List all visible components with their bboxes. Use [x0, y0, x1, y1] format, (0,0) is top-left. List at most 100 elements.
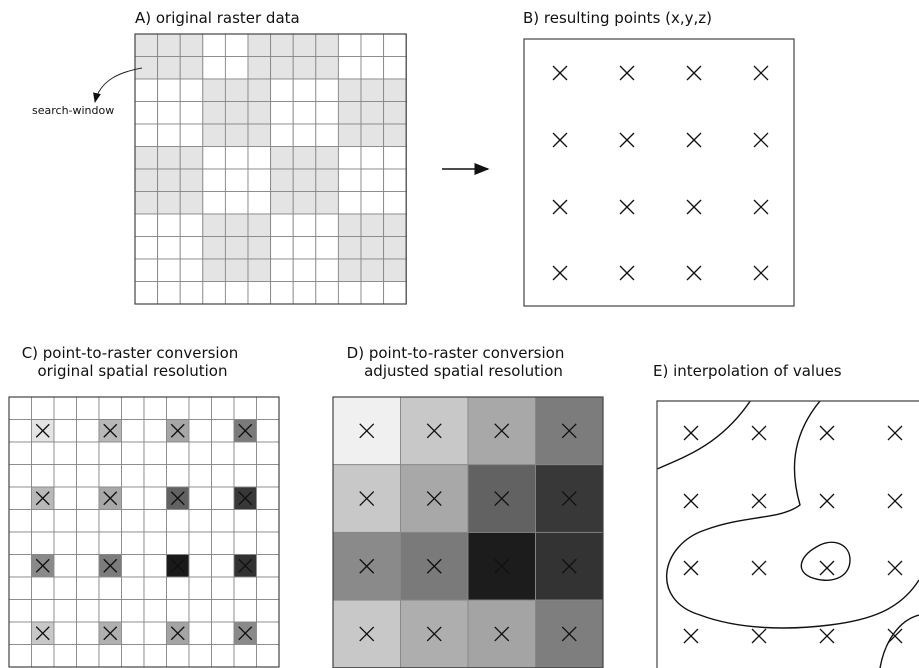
- raster-cell: [270, 258, 294, 282]
- panel-e-interpolation: [656, 400, 919, 668]
- search-window-pointer: [93, 67, 143, 103]
- raster-cell: [360, 146, 385, 170]
- raster-cell: [143, 621, 167, 645]
- raster-cell: [224, 213, 249, 237]
- raster-cell: [53, 576, 77, 600]
- raster-cell: [157, 78, 181, 102]
- raster-cell: [121, 419, 145, 443]
- raster-cell: [134, 123, 159, 147]
- raster-cell: [76, 599, 100, 623]
- raster-cell: [166, 464, 190, 488]
- raster-cell: [247, 191, 272, 215]
- raster-cell: [53, 464, 77, 488]
- raster-cell: [211, 396, 235, 420]
- point-marker: [494, 626, 510, 642]
- raster-cell: [202, 56, 226, 80]
- raster-cell: [179, 56, 204, 80]
- raster-cell: [315, 191, 339, 215]
- raster-cell: [134, 168, 159, 192]
- raster-cell: [270, 56, 294, 80]
- raster-cell: [247, 56, 272, 80]
- raster-cell: [360, 168, 385, 192]
- raster-cell: [224, 78, 249, 102]
- raster-cell: [53, 644, 77, 668]
- point-marker: [887, 493, 903, 509]
- point-marker: [887, 425, 903, 441]
- point-marker: [238, 626, 253, 641]
- raster-cell: [8, 576, 32, 600]
- point-marker: [819, 425, 835, 441]
- point-marker: [819, 493, 835, 509]
- point-marker: [494, 423, 510, 439]
- raster-cell: [224, 123, 249, 147]
- raster-cell: [360, 213, 385, 237]
- raster-cell: [53, 396, 77, 420]
- point-marker: [359, 423, 375, 439]
- raster-cell: [224, 258, 249, 282]
- raster-cell: [337, 281, 362, 305]
- raster-cell: [31, 531, 55, 555]
- raster-cell: [53, 486, 77, 510]
- raster-cell: [157, 33, 181, 57]
- point-marker: [561, 558, 577, 574]
- raster-cell: [121, 396, 145, 420]
- raster-cell: [53, 441, 77, 465]
- raster-cell: [256, 509, 280, 533]
- raster-cell: [202, 191, 226, 215]
- raster-cell: [143, 419, 167, 443]
- raster-cell: [383, 258, 407, 282]
- raster-cell: [121, 599, 145, 623]
- raster-cell: [98, 576, 122, 600]
- raster-cell: [337, 213, 362, 237]
- raster-cell: [143, 509, 167, 533]
- point-marker: [619, 199, 635, 215]
- raster-cell: [157, 281, 181, 305]
- raster-cell: [315, 213, 339, 237]
- raster-cell: [98, 531, 122, 555]
- raster-cell: [360, 258, 385, 282]
- raster-cell: [247, 281, 272, 305]
- raster-cell: [256, 464, 280, 488]
- raster-cell: [202, 146, 226, 170]
- raster-cell: [211, 531, 235, 555]
- raster-cell: [143, 464, 167, 488]
- raster-cell: [292, 191, 317, 215]
- panel-d-title-line2: adjusted spatial resolution: [364, 362, 563, 380]
- point-marker: [683, 425, 699, 441]
- raster-cell: [53, 554, 77, 578]
- raster-cell: [98, 396, 122, 420]
- raster-cell: [202, 168, 226, 192]
- raster-cell: [247, 123, 272, 147]
- point-marker: [819, 560, 835, 576]
- raster-cell: [76, 621, 100, 645]
- raster-cell: [211, 509, 235, 533]
- raster-cell: [383, 123, 407, 147]
- raster-cell: [76, 419, 100, 443]
- point-marker: [683, 560, 699, 576]
- raster-cell: [233, 509, 257, 533]
- raster-cell: [8, 419, 32, 443]
- raster-cell: [337, 146, 362, 170]
- raster-cell: [179, 146, 204, 170]
- raster-cell: [188, 644, 212, 668]
- raster-cell: [8, 531, 32, 555]
- raster-cell: [292, 146, 317, 170]
- raster-cell: [360, 123, 385, 147]
- grid-border: [8, 396, 280, 668]
- raster-cell: [143, 531, 167, 555]
- point-marker: [238, 491, 253, 506]
- point-marker: [819, 628, 835, 644]
- raster-cell: [121, 554, 145, 578]
- raster-cell: [157, 258, 181, 282]
- raster-cell: [256, 554, 280, 578]
- point-marker: [494, 558, 510, 574]
- raster-cell: [53, 509, 77, 533]
- raster-cell: [383, 191, 407, 215]
- point-marker: [619, 65, 635, 81]
- panel-d-title-line1: D) point-to-raster conversion: [346, 344, 565, 362]
- raster-cell: [179, 101, 204, 125]
- raster-cell: [166, 576, 190, 600]
- raster-cell: [383, 168, 407, 192]
- raster-cell: [211, 464, 235, 488]
- point-marker: [359, 558, 375, 574]
